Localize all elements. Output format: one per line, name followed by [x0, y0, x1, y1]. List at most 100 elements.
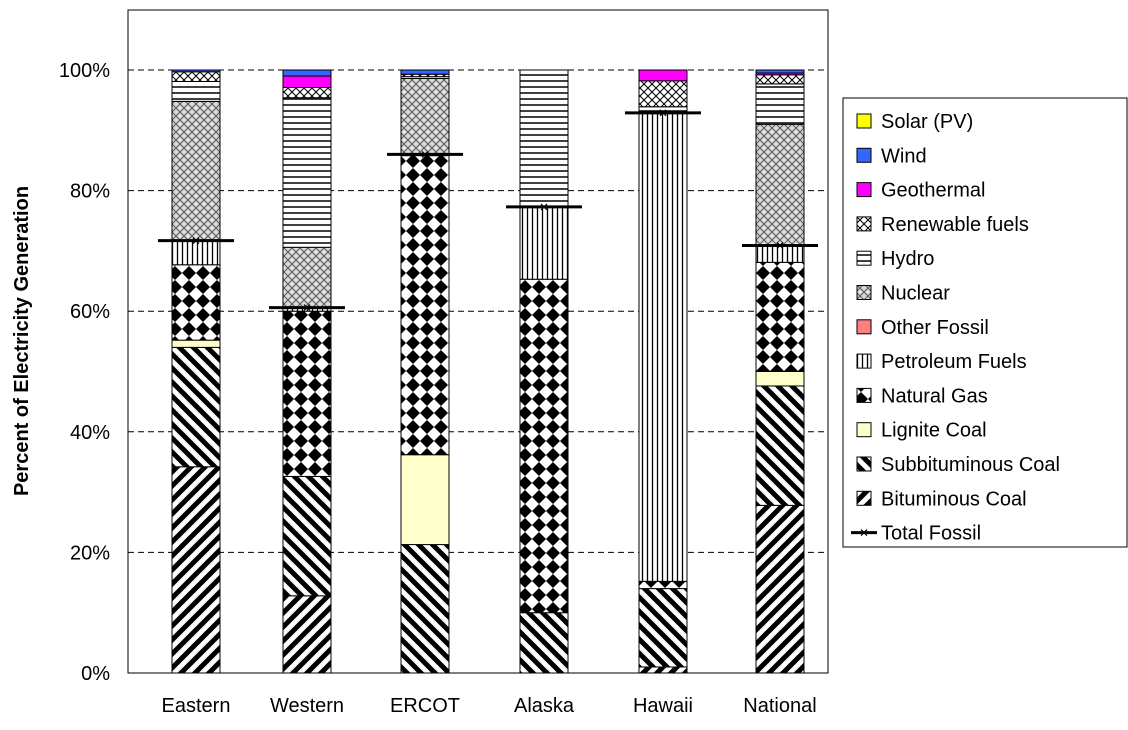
total-fossil-point	[192, 237, 200, 245]
gridlines	[128, 69, 828, 553]
x-tick-label: National	[743, 695, 816, 717]
legend-item: Other Fossil	[856, 317, 989, 339]
legend-label: Other Fossil	[881, 317, 989, 339]
legend-marker	[860, 529, 868, 537]
legend-swatch	[856, 353, 872, 369]
legend-item: Petroleum Fuels	[856, 351, 1027, 373]
x-tick-label: Alaska	[514, 695, 575, 717]
bar-segment	[755, 83, 805, 125]
bar-segment	[282, 246, 332, 309]
legend-swatch	[856, 490, 872, 506]
bar-stack-ercot	[400, 69, 450, 674]
legend-label: Bituminous Coal	[881, 488, 1027, 510]
bar-segment	[755, 69, 805, 74]
bar-stack-alaska	[519, 69, 569, 674]
y-axis-ticks: 0% 20% 40% 60% 80% 100%	[59, 60, 110, 685]
legend-item: Renewable fuels	[856, 214, 1029, 236]
legend: Solar (PV) Wind Geothermal Renewable fuels H…	[851, 111, 1060, 545]
bar-segment	[282, 75, 332, 88]
y-tick-label: 20%	[70, 542, 110, 564]
bar-segment	[755, 74, 805, 85]
bar-segment	[400, 77, 450, 155]
legend-item: Subbituminous Coal	[856, 454, 1060, 476]
legend-label: Geothermal	[881, 180, 986, 202]
legend-swatch	[856, 250, 872, 266]
bar-segment	[171, 339, 221, 348]
legend-label: Wind	[881, 145, 927, 167]
legend-label: Solar (PV)	[881, 111, 973, 133]
legend-label: Nuclear	[881, 283, 950, 305]
legend-swatch	[856, 285, 872, 300]
bar-segment	[171, 264, 221, 341]
legend-item: Solar (PV)	[856, 111, 973, 133]
total-fossil-point	[540, 203, 548, 211]
y-tick-label: 40%	[70, 422, 110, 444]
x-tick-label: ERCOT	[390, 695, 460, 717]
y-tick-label: 80%	[70, 181, 110, 203]
legend-swatch	[856, 182, 872, 198]
bars	[171, 69, 805, 674]
legend-item: Nuclear	[856, 283, 950, 305]
bar-segment	[638, 588, 688, 668]
bar-segment	[519, 612, 569, 674]
bar-segment	[755, 123, 805, 246]
bar-segment	[282, 69, 332, 77]
bar-segment	[400, 544, 450, 674]
bar-segment	[171, 69, 221, 73]
legend-item: Natural Gas	[856, 385, 988, 407]
legend-label: Lignite Coal	[881, 420, 987, 442]
legend-label: Natural Gas	[881, 385, 988, 407]
y-axis-title: Percent of Electricity Generation	[11, 186, 33, 496]
bar-segment	[171, 240, 221, 266]
legend-box	[842, 97, 1128, 548]
bar-segment	[519, 278, 569, 614]
bar-segment	[282, 475, 332, 597]
bar-segment	[638, 80, 688, 108]
x-tick-label: Hawaii	[633, 695, 693, 717]
bar-segment	[755, 261, 805, 372]
legend-swatch	[856, 113, 872, 129]
total-fossil-point	[776, 242, 784, 249]
legend-item: Lignite Coal	[856, 420, 987, 442]
legend-label: Petroleum Fuels	[881, 351, 1027, 373]
legend-item: Wind	[856, 145, 927, 167]
bar-stack-hawaii	[638, 69, 688, 674]
legend-item: Hydro	[856, 248, 934, 270]
bar-segment	[282, 595, 332, 674]
total-fossil-point	[421, 150, 429, 158]
legend-label: Renewable fuels	[881, 214, 1029, 236]
x-axis-ticks: Eastern Western ERCOT Alaska Hawaii National	[162, 695, 817, 717]
legend-item: Geothermal	[856, 180, 986, 202]
total-fossil-point	[659, 109, 667, 117]
bar-stack-eastern	[171, 69, 221, 674]
bar-segment	[755, 504, 805, 674]
total-fossil-markers	[158, 109, 818, 312]
y-tick-label: 100%	[59, 60, 110, 82]
bar-segment	[638, 112, 688, 582]
bar-segment	[519, 206, 569, 280]
bar-segment	[282, 310, 332, 477]
x-tick-label: Eastern	[162, 695, 231, 717]
legend-label: Subbituminous Coal	[881, 454, 1060, 476]
y-tick-label: 60%	[70, 301, 110, 323]
legend-label: Total Fossil	[881, 523, 981, 545]
plot-area	[127, 9, 829, 674]
bar-segment	[171, 100, 221, 242]
legend-swatch	[856, 422, 872, 438]
bar-segment	[638, 580, 688, 590]
bar-segment	[171, 71, 221, 82]
total-fossil-point	[303, 304, 311, 312]
bar-segment	[638, 69, 688, 82]
bar-segment	[755, 385, 805, 506]
bar-segment	[755, 244, 805, 263]
legend-item: Bituminous Coal	[856, 488, 1027, 510]
y-tick-label: 0%	[81, 663, 110, 685]
bar-stack-national	[755, 69, 805, 674]
bar-segment	[171, 346, 221, 468]
bar-segment	[171, 80, 221, 102]
legend-item: Total Fossil	[851, 523, 981, 545]
bar-segment	[519, 69, 569, 208]
legend-swatch	[856, 147, 872, 163]
bar-segment	[400, 69, 450, 75]
